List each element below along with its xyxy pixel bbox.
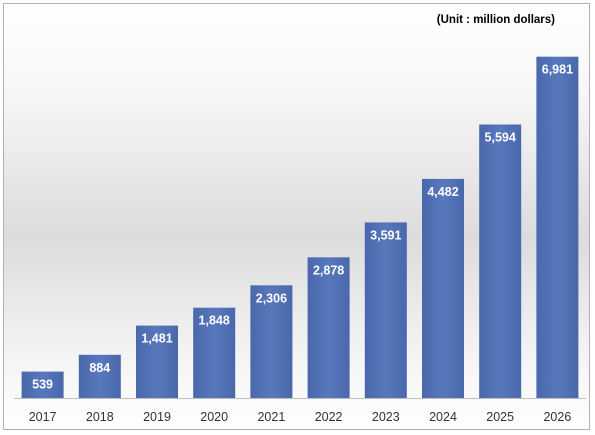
- bar-2025: [479, 124, 522, 398]
- bar-2023: [364, 222, 407, 398]
- bar-2021: [250, 285, 293, 398]
- x-tick-label: 2021: [257, 410, 285, 424]
- bar-value-label: 1,481: [141, 332, 172, 346]
- bar-2020: [193, 307, 236, 398]
- bar-2017: [21, 371, 64, 398]
- x-tick-label: 2022: [315, 410, 343, 424]
- x-tick-label: 2020: [200, 410, 228, 424]
- bar-2022: [307, 257, 350, 398]
- bar-value-label: 5,594: [485, 131, 516, 145]
- unit-note: (Unit : million dollars): [436, 14, 555, 26]
- x-tick-label: 2018: [86, 410, 114, 424]
- x-tick-label: 2024: [429, 410, 457, 424]
- bar-value-label: 2,878: [313, 263, 344, 277]
- x-tick-label: 2025: [486, 410, 514, 424]
- bar-value-label: 884: [89, 361, 110, 375]
- x-tick-label: 2023: [372, 410, 400, 424]
- bar-2019: [136, 325, 178, 398]
- bar-value-label: 4,482: [427, 185, 458, 199]
- bar-value-label: 539: [32, 378, 53, 392]
- bar-value-label: 2,306: [256, 291, 287, 305]
- x-tick-label: 2026: [543, 410, 571, 424]
- bar-value-label: 3,591: [370, 228, 401, 242]
- bar-2026: [536, 56, 579, 398]
- x-tick-label: 2017: [29, 410, 57, 424]
- x-tick-label: 2019: [143, 410, 171, 424]
- bar-2024: [422, 178, 464, 398]
- bar-2018: [78, 354, 121, 398]
- bar-value-label: 6,981: [542, 63, 573, 77]
- bar-value-label: 1,848: [199, 314, 230, 328]
